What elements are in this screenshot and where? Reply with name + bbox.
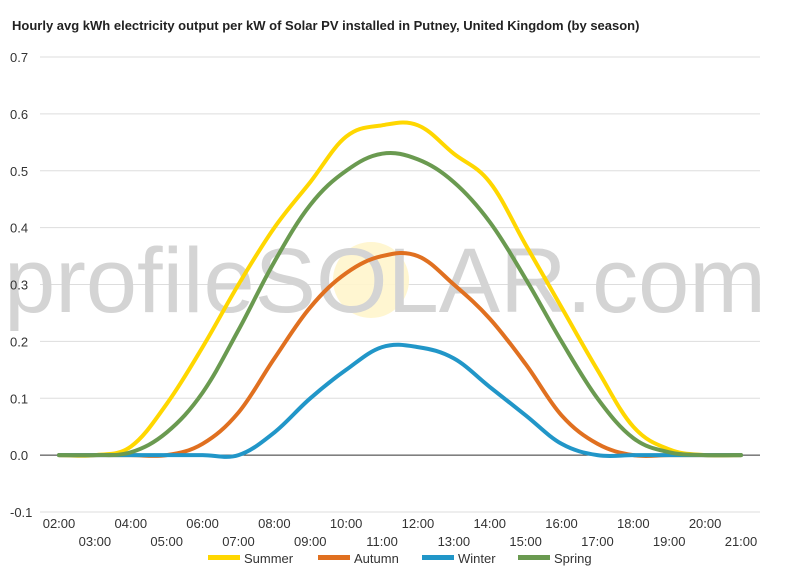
x-tick-label: 19:00 bbox=[653, 534, 686, 549]
x-tick-label: 05:00 bbox=[150, 534, 183, 549]
legend: Summer Autumn Winter Spring bbox=[208, 551, 592, 566]
x-tick-label: 12:00 bbox=[402, 516, 435, 531]
x-tick-label: 04:00 bbox=[115, 516, 148, 531]
y-tick-label: 0.0 bbox=[10, 448, 28, 463]
chart-title: Hourly avg kWh electricity output per kW… bbox=[12, 18, 640, 33]
x-tick-label: 11:00 bbox=[366, 534, 398, 549]
y-tick-label: 0.5 bbox=[10, 164, 28, 179]
x-tick-label: 06:00 bbox=[186, 516, 219, 531]
y-tick-label: -0.1 bbox=[10, 505, 32, 520]
legend-swatch-autumn bbox=[318, 555, 350, 560]
x-tick-label: 16:00 bbox=[545, 516, 578, 531]
watermark-sun bbox=[333, 242, 409, 318]
x-tick-label: 10:00 bbox=[330, 516, 363, 531]
x-tick-label: 17:00 bbox=[581, 534, 614, 549]
series-line-winter bbox=[57, 342, 743, 459]
y-tick-label: 0.7 bbox=[10, 50, 28, 65]
legend-swatch-spring bbox=[518, 555, 550, 560]
x-tick-label: 08:00 bbox=[258, 516, 291, 531]
x-tick-label: 20:00 bbox=[689, 516, 722, 531]
x-tick-label: 18:00 bbox=[617, 516, 650, 531]
legend-label-winter: Winter bbox=[458, 551, 496, 566]
series-line-spring bbox=[57, 150, 743, 458]
x-tick-label: 09:00 bbox=[294, 534, 327, 549]
x-tick-label: 03:00 bbox=[79, 534, 112, 549]
y-tick-label: 0.1 bbox=[10, 391, 28, 406]
x-tick-label: 02:00 bbox=[43, 516, 76, 531]
y-tick-label: 0.3 bbox=[10, 278, 28, 293]
x-tick-label: 13:00 bbox=[438, 534, 471, 549]
watermark-text: profileSOLAR.com bbox=[4, 230, 766, 332]
x-tick-label: 14:00 bbox=[473, 516, 506, 531]
y-tick-label: 0.2 bbox=[10, 334, 28, 349]
legend-label-summer: Summer bbox=[244, 551, 294, 566]
axis-labels: -0.1 0.0 0.1 0.2 0.3 0.4 0.5 0.6 0.7 02:00 04:00 06… bbox=[10, 50, 757, 549]
legend-swatch-summer bbox=[208, 555, 240, 560]
y-tick-label: 0.6 bbox=[10, 107, 28, 122]
watermark-layer: profileSOLAR.com bbox=[4, 230, 766, 332]
x-tick-label: 21:00 bbox=[725, 534, 758, 549]
series-layer bbox=[57, 120, 743, 459]
x-tick-label: 07:00 bbox=[222, 534, 255, 549]
x-tick-label: 15:00 bbox=[509, 534, 542, 549]
y-tick-label: 0.4 bbox=[10, 221, 28, 236]
legend-label-autumn: Autumn bbox=[354, 551, 399, 566]
legend-swatch-winter bbox=[422, 555, 454, 560]
series-line-summer bbox=[57, 120, 743, 458]
legend-label-spring: Spring bbox=[554, 551, 592, 566]
